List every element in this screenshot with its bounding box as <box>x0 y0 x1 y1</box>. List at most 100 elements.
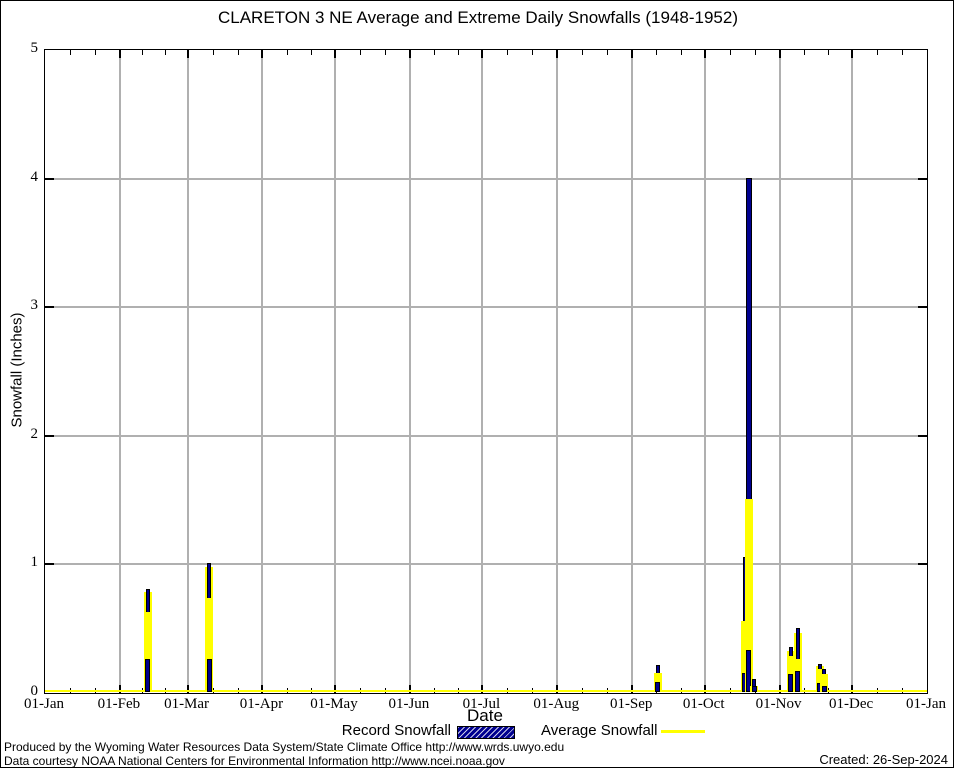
y-tick-label: 3 <box>30 297 39 314</box>
created-date: Created: 26-Sep-2024 <box>819 752 948 767</box>
x-major-tick <box>703 50 706 58</box>
y-axis-title: Snowfall (Inches) <box>8 312 26 428</box>
record-snowfall-inner-bar <box>788 674 793 692</box>
x-minor-tick <box>142 50 144 55</box>
x-tick-label: 01-Aug <box>533 696 580 712</box>
x-major-tick <box>333 685 336 693</box>
vertical-gridline <box>703 50 706 693</box>
x-major-tick <box>851 685 854 693</box>
x-tick-label: 01-Apr <box>239 696 284 712</box>
x-tick-label: 01-Dec <box>829 696 874 712</box>
x-major-tick <box>118 50 121 58</box>
plot-area <box>44 49 928 694</box>
vertical-gridline <box>333 50 336 693</box>
x-minor-tick <box>827 50 829 55</box>
x-major-tick <box>118 685 121 693</box>
horizontal-gridline <box>45 434 927 437</box>
y-major-tick <box>45 563 54 566</box>
y-tick-label: 5 <box>30 40 39 56</box>
x-major-tick <box>261 685 264 693</box>
record-snowfall-inner-bar <box>795 671 800 692</box>
x-tick-label: 01-Feb <box>97 696 141 712</box>
x-minor-tick <box>532 50 534 55</box>
x-major-tick <box>631 685 634 693</box>
footer-data-courtesy: Data courtesy NOAA National Centers for … <box>4 754 505 768</box>
x-minor-tick <box>237 50 239 55</box>
y-tick-label: 1 <box>30 554 39 571</box>
x-major-tick <box>556 50 559 58</box>
record-snowfall-inner-bar <box>746 650 751 692</box>
x-major-tick <box>481 685 484 693</box>
vertical-gridline <box>778 50 781 693</box>
x-major-tick <box>631 50 634 58</box>
x-major-tick <box>408 685 411 693</box>
x-tick-label: 01-Nov <box>755 696 802 712</box>
y-tick-label: 4 <box>30 168 39 185</box>
x-minor-tick <box>69 50 71 55</box>
x-minor-tick <box>212 50 214 55</box>
x-tick-label: 01-Jun <box>388 696 430 712</box>
vertical-gridline <box>481 50 484 693</box>
x-minor-tick <box>754 50 756 55</box>
x-major-tick <box>408 50 411 58</box>
x-minor-tick <box>680 50 682 55</box>
x-major-tick <box>481 50 484 58</box>
x-minor-tick <box>359 50 361 55</box>
horizontal-gridline <box>45 306 927 309</box>
record-snowfall-inner-bar <box>207 659 212 692</box>
x-major-tick <box>333 50 336 58</box>
vertical-gridline <box>261 50 264 693</box>
y-major-tick <box>45 177 54 180</box>
y-major-tick <box>918 563 927 566</box>
x-major-tick <box>703 685 706 693</box>
x-tick-label: 01-May <box>310 696 358 712</box>
x-major-tick <box>186 50 189 58</box>
x-major-tick <box>261 50 264 58</box>
average-snowfall-swatch-icon <box>661 730 705 733</box>
x-minor-tick <box>384 50 386 55</box>
record-snowfall-inner-bar <box>655 682 660 692</box>
y-major-tick <box>918 434 927 437</box>
average-snowfall-bar <box>820 674 828 692</box>
x-minor-tick <box>310 50 312 55</box>
x-minor-tick <box>458 50 460 55</box>
x-tick-label: 01-Sep <box>609 696 653 712</box>
horizontal-gridline <box>45 563 927 566</box>
horizontal-gridline <box>45 177 927 180</box>
x-major-tick <box>851 50 854 58</box>
x-minor-tick <box>803 50 805 55</box>
average-snowfall-bar <box>144 612 152 692</box>
y-major-tick <box>918 177 927 180</box>
x-tick-label: 01-Jul <box>462 696 501 712</box>
vertical-gridline <box>118 50 121 693</box>
record-snowfall-swatch-icon <box>457 726 515 739</box>
y-major-tick <box>918 306 927 309</box>
x-major-tick <box>778 685 781 693</box>
x-tick-label: 01-Oct <box>682 696 725 712</box>
vertical-gridline <box>186 50 189 693</box>
x-minor-tick <box>507 50 509 55</box>
chart-title: CLARETON 3 NE Average and Extreme Daily … <box>217 8 738 27</box>
x-tick-label: 01-Mar <box>164 696 210 712</box>
x-minor-tick <box>434 50 436 55</box>
vertical-gridline <box>556 50 559 693</box>
y-major-tick <box>45 434 54 437</box>
x-minor-tick <box>656 50 658 55</box>
record-snowfall-inner-bar <box>145 659 150 692</box>
x-axis-title: Date <box>467 706 503 725</box>
vertical-gridline <box>408 50 411 693</box>
x-minor-tick <box>877 50 879 55</box>
x-minor-tick <box>607 50 609 55</box>
x-tick-label: 01-Jan <box>24 696 64 712</box>
legend-record-snowfall-label: Record Snowfall <box>341 722 451 739</box>
x-tick-label: 01-Jan <box>906 696 946 712</box>
x-major-tick <box>778 50 781 58</box>
record-snowfall-inner-bar <box>822 686 827 692</box>
x-minor-tick <box>94 50 96 55</box>
y-major-tick <box>45 306 54 309</box>
y-tick-label: 0 <box>30 683 39 699</box>
average-snowfall-bar <box>205 598 213 692</box>
x-minor-tick <box>902 50 904 55</box>
x-minor-tick <box>729 50 731 55</box>
